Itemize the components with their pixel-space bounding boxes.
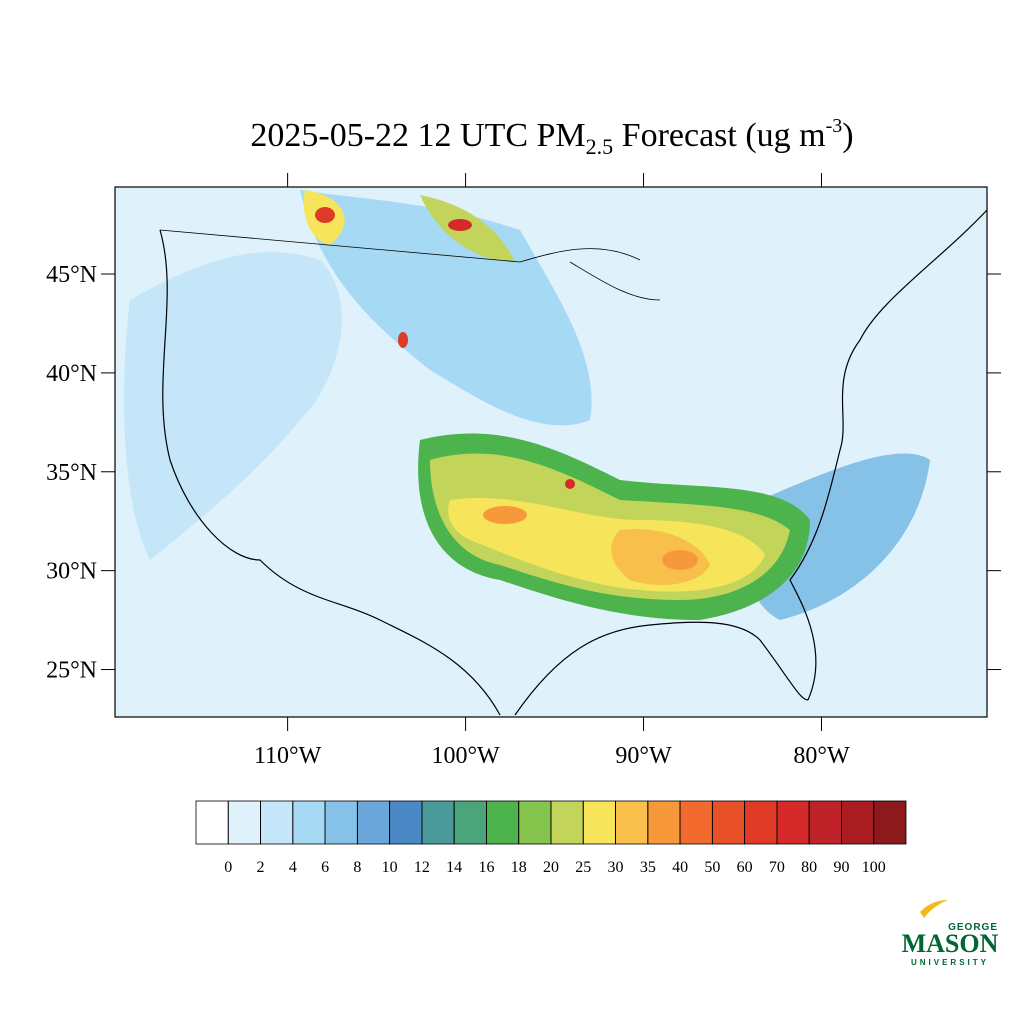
colorbar-label: 100 — [862, 859, 886, 876]
colorbar-box — [679, 800, 713, 845]
colorbar-label: 80 — [801, 859, 817, 876]
border — [159, 229, 661, 301]
colorbar-box — [260, 800, 294, 845]
logo-top: GEORGE — [948, 922, 998, 933]
colorbar-label: 90 — [833, 859, 849, 876]
colorbar-label: 4 — [289, 859, 297, 876]
y-tick-label: 45°N — [46, 262, 97, 288]
colorbar-box — [292, 800, 326, 845]
coastline — [159, 209, 987, 716]
colorbar-box — [873, 800, 907, 845]
field-area — [398, 332, 408, 348]
y-tick-label: 30°N — [46, 559, 97, 585]
logo-swoosh — [920, 900, 948, 918]
y-tick-label: 25°N — [46, 658, 97, 684]
y-tick-label: 40°N — [46, 361, 97, 387]
colorbar-label: 20 — [543, 859, 559, 876]
title-main: 2025-05-22 12 UTC PM — [250, 117, 585, 154]
colorbar-box — [195, 800, 229, 845]
title-rest: Forecast (ug m — [613, 117, 825, 154]
title-sub: 2.5 — [586, 134, 614, 159]
colorbar-box — [582, 800, 616, 845]
colorbar-label: 50 — [704, 859, 720, 876]
colorbar-box — [711, 800, 746, 845]
field-area — [611, 529, 710, 585]
colorbar-box — [356, 800, 391, 845]
colorbar-box — [227, 800, 261, 845]
logo-main: MASON — [902, 929, 999, 958]
colorbar-label: 0 — [224, 859, 232, 876]
colorbar-label: 60 — [737, 859, 753, 876]
field-area — [315, 207, 335, 223]
colorbar-label: 30 — [608, 859, 624, 876]
logo-bottom: UNIVERSITY — [911, 958, 989, 967]
field-area — [483, 506, 527, 524]
colorbar-box — [647, 800, 681, 845]
colorbar-label: 12 — [414, 859, 430, 876]
colorbar-label: 6 — [321, 859, 329, 876]
title-end: ) — [842, 117, 853, 154]
colorbar-box — [421, 800, 455, 845]
map-frame — [114, 186, 988, 718]
field-area — [448, 219, 472, 231]
colorbar-label: 8 — [353, 859, 361, 876]
colorbar-box — [389, 800, 423, 845]
colorbar-label: 35 — [640, 859, 656, 876]
colorbar-box — [453, 800, 487, 845]
colorbar-label: 2 — [257, 859, 265, 876]
colorbar-label: 10 — [382, 859, 398, 876]
field-area — [565, 479, 575, 489]
map-field — [115, 187, 987, 717]
x-tick-label: 100°W — [431, 743, 500, 769]
colorbar-box — [615, 800, 649, 845]
colorbar-box — [808, 800, 842, 845]
colorbar-box — [550, 800, 584, 845]
x-tick-label: 110°W — [254, 743, 322, 769]
colorbar-label: 16 — [478, 859, 494, 876]
colorbar-label: 18 — [511, 859, 527, 876]
colorbar-label: 25 — [575, 859, 591, 876]
colorbar-label: 70 — [769, 859, 785, 876]
colorbar-label: 14 — [446, 859, 462, 876]
colorbar-label: 40 — [672, 859, 688, 876]
title: 2025-05-22 12 UTC PM2.5 Forecast (ug m-3… — [250, 115, 853, 159]
x-tick-label: 80°W — [793, 743, 850, 769]
title-sup: -3 — [826, 115, 843, 137]
colorbar-box — [324, 800, 358, 845]
logo: GEORGE MASON UNIVERSITY — [902, 900, 999, 967]
colorbar-box — [486, 800, 520, 845]
colorbar-box — [744, 800, 778, 845]
colorbar-box — [518, 800, 552, 845]
x-tick-label: 90°W — [615, 743, 672, 769]
colorbar-box — [841, 800, 875, 845]
field-area — [746, 453, 930, 620]
y-tick-label: 35°N — [46, 460, 97, 486]
field-area — [662, 550, 698, 570]
colorbar-box — [776, 800, 810, 845]
